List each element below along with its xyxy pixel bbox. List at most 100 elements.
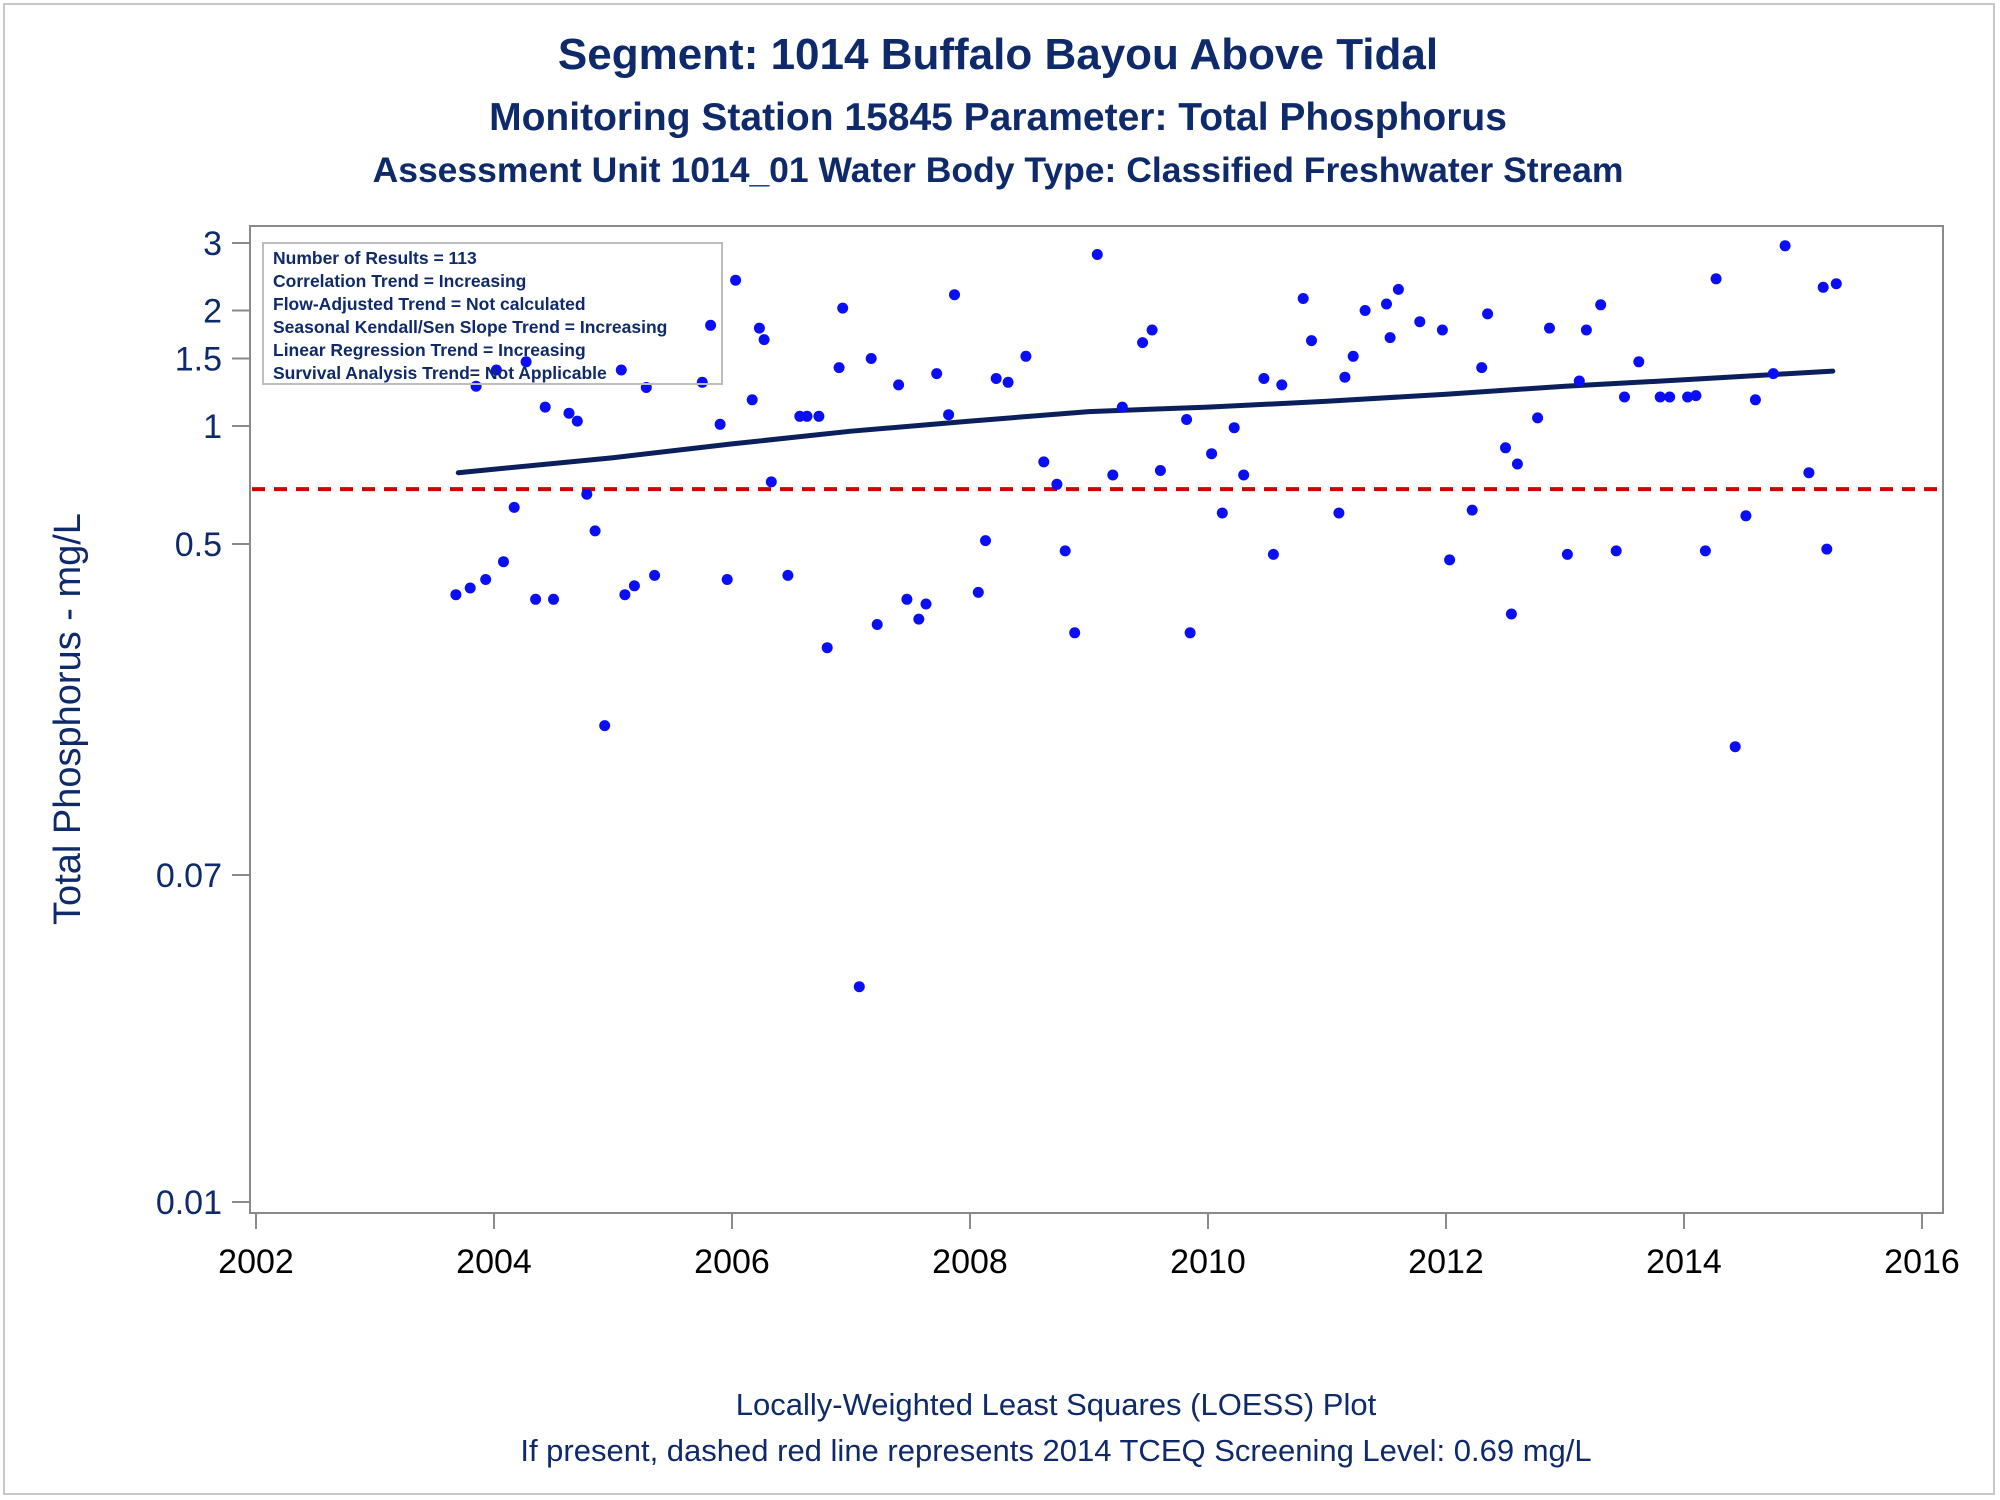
data-point: [821, 642, 833, 654]
data-point: [1595, 299, 1607, 311]
data-point: [721, 574, 733, 585]
x-tick-label: 2010: [1170, 1243, 1246, 1281]
data-point: [871, 619, 883, 630]
data-point: [972, 586, 984, 598]
y-axis-label: Total Phosphorus - mg/L: [47, 513, 89, 925]
stats-line: Number of Results = 113: [273, 248, 477, 268]
data-point: [1347, 350, 1359, 362]
footer-line2: If present, dashed red line represents 2…: [520, 1433, 1591, 1468]
data-point: [1817, 281, 1829, 293]
data-point: [1821, 543, 1833, 555]
data-point: [490, 364, 502, 376]
data-point: [508, 501, 520, 513]
data-point: [1116, 401, 1128, 413]
data-point: [1682, 391, 1694, 403]
data-point: [563, 407, 575, 419]
data-point: [1020, 350, 1032, 362]
data-point: [1803, 467, 1815, 479]
data-point: [920, 598, 932, 610]
data-point: [901, 593, 913, 605]
chart-title-line2: Monitoring Station 15845 Parameter: Tota…: [489, 96, 1507, 139]
data-point: [1267, 548, 1279, 560]
chart-frame: Segment: 1014 Buffalo Bayou Above Tidal …: [3, 3, 1995, 1495]
data-point: [628, 580, 640, 592]
data-point: [714, 418, 726, 430]
data-point: [853, 981, 865, 993]
data-point: [1511, 458, 1523, 470]
data-point: [1690, 390, 1702, 402]
y-tick-label: 1.5: [175, 340, 222, 378]
data-point: [1610, 545, 1622, 557]
data-point: [571, 415, 583, 427]
data-point: [893, 379, 905, 391]
data-point: [1830, 278, 1842, 290]
stats-line: Correlation Trend = Increasing: [273, 271, 526, 291]
data-point: [1216, 507, 1228, 519]
data-point: [1500, 442, 1511, 454]
data-point: [464, 582, 476, 594]
data-point: [931, 368, 943, 380]
data-point: [746, 394, 758, 406]
data-point: [539, 401, 551, 413]
stats-box-lines: Number of Results = 113 Correlation Trend…: [273, 248, 667, 383]
data-point: [1107, 469, 1119, 481]
loess-trend-line: [455, 368, 1836, 476]
data-point: [1619, 391, 1630, 403]
chart-title-line3: Assessment Unit 1014_01 Water Body Type:…: [373, 150, 1624, 190]
data-point: [1258, 373, 1270, 384]
data-point: [765, 476, 777, 488]
data-point: [480, 574, 492, 585]
data-point: [753, 322, 765, 334]
data-point: [1482, 308, 1494, 320]
data-point: [1580, 324, 1592, 336]
data-point: [1384, 332, 1396, 344]
data-point: [990, 373, 1002, 384]
data-point: [1276, 379, 1288, 391]
x-tick-label: 2012: [1408, 1243, 1484, 1281]
y-tick-label: 0.07: [156, 857, 222, 895]
data-point: [530, 593, 542, 605]
stats-box: [262, 242, 723, 385]
x-tick-label: 2008: [932, 1243, 1008, 1281]
data-point: [813, 410, 825, 422]
data-point: [1573, 375, 1585, 387]
data-point: [1306, 335, 1317, 347]
data-point: [1532, 412, 1544, 424]
data-point: [1059, 545, 1071, 557]
data-point: [1206, 448, 1218, 460]
data-point: [913, 613, 925, 625]
y-tick-label: 0.5: [175, 526, 222, 564]
data-point: [1466, 504, 1478, 516]
footer-line1: Locally-Weighted Least Squares (LOESS) P…: [736, 1387, 1377, 1422]
data-point: [1779, 240, 1791, 252]
data-point: [1359, 305, 1371, 316]
x-tick-label: 2016: [1884, 1243, 1960, 1281]
data-point: [1505, 608, 1517, 620]
y-tick-label: 2: [203, 293, 222, 331]
data-point: [1154, 465, 1166, 476]
data-point: [1051, 478, 1063, 490]
data-point: [589, 525, 601, 537]
data-point: [1381, 298, 1392, 310]
data-point: [949, 289, 960, 301]
data-point: [758, 334, 770, 346]
data-point: [1184, 627, 1196, 639]
data-point: [619, 589, 631, 601]
data-point: [1654, 391, 1666, 403]
data-point: [837, 302, 849, 314]
data-point: [615, 364, 627, 376]
data-point: [943, 409, 955, 421]
stats-line: Survival Analysis Trend= Not Applicable: [273, 363, 607, 383]
x-tick-label: 2006: [694, 1243, 770, 1281]
data-point: [1297, 293, 1309, 304]
data-point: [1137, 337, 1149, 349]
data-point: [1729, 741, 1741, 753]
data-point: [581, 488, 593, 500]
plot-area: [249, 225, 1944, 1214]
data-point: [1710, 273, 1722, 285]
data-point: [1544, 322, 1555, 334]
y-tick-label: 1: [203, 408, 222, 446]
stats-line: Seasonal Kendall/Sen Slope Trend = Incre…: [273, 317, 667, 337]
data-point: [1767, 368, 1779, 380]
data-point: [1414, 316, 1426, 328]
